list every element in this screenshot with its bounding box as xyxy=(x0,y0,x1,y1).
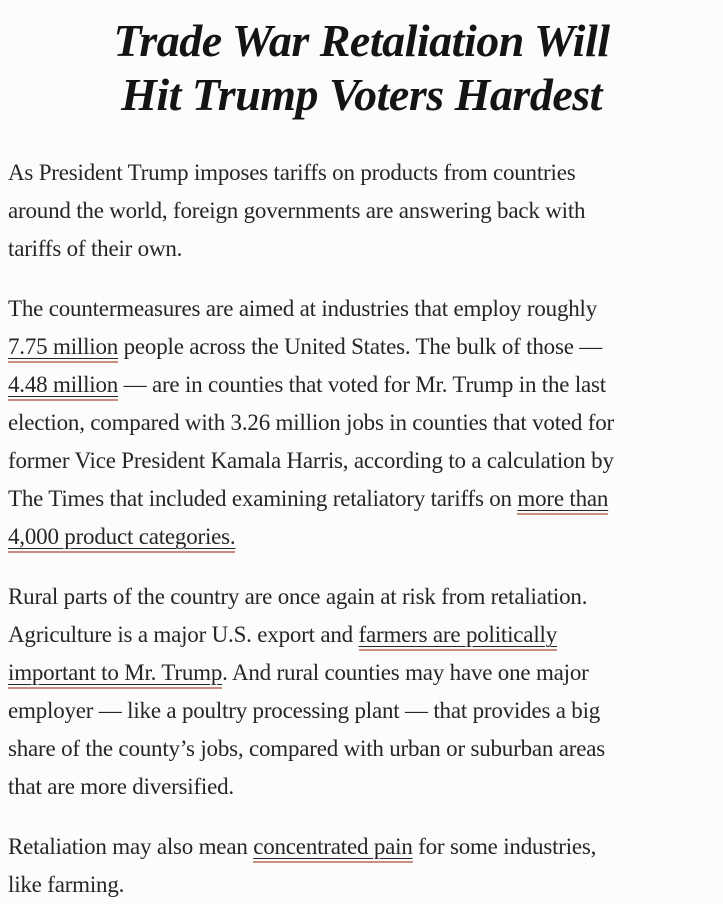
inline-link[interactable]: farmers are politically xyxy=(358,622,557,651)
text-line: that are more diversified. xyxy=(8,768,715,806)
article-paragraph: Rural parts of the country are once agai… xyxy=(8,578,715,806)
text-segment: employer — like a poultry processing pla… xyxy=(8,698,601,723)
text-line: employer — like a poultry processing pla… xyxy=(8,692,715,730)
text-segment: like farming. xyxy=(8,872,125,897)
text-line: As President Trump imposes tariffs on pr… xyxy=(8,154,715,192)
text-segment: people across the United States. The bul… xyxy=(118,334,603,359)
text-line: election, compared with 3.26 million job… xyxy=(8,404,715,442)
inline-link[interactable]: 4,000 product categories. xyxy=(8,524,236,553)
text-segment: Rural parts of the country are once agai… xyxy=(8,584,588,609)
text-line: Rural parts of the country are once agai… xyxy=(8,578,715,616)
inline-link[interactable]: important to Mr. Trump xyxy=(8,660,222,689)
text-segment: around the world, foreign governments ar… xyxy=(8,198,586,223)
text-line: Retaliation may also mean concentrated p… xyxy=(8,828,715,866)
text-line: important to Mr. Trump. And rural counti… xyxy=(8,654,715,692)
text-line: 4,000 product categories. xyxy=(8,518,715,556)
text-line: former Vice President Kamala Harris, acc… xyxy=(8,442,715,480)
text-segment: share of the county’s jobs, compared wit… xyxy=(8,736,605,761)
article-body: As President Trump imposes tariffs on pr… xyxy=(8,154,715,904)
inline-link[interactable]: 4.48 million xyxy=(8,372,118,401)
text-segment: Agriculture is a major U.S. export and xyxy=(8,622,359,647)
headline-line-1: Trade War Retaliation Will xyxy=(113,15,610,66)
headline-line-2: Hit Trump Voters Hardest xyxy=(121,69,602,120)
inline-link[interactable]: more than xyxy=(517,486,608,515)
text-line: like farming. xyxy=(8,866,715,904)
article-paragraph: Retaliation may also mean concentrated p… xyxy=(8,828,715,904)
text-line: share of the county’s jobs, compared wit… xyxy=(8,730,715,768)
inline-link[interactable]: concentrated pain xyxy=(253,834,413,863)
text-segment: — are in counties that voted for Mr. Tru… xyxy=(118,372,607,397)
text-line: The Times that included examining retali… xyxy=(8,480,715,518)
text-line: tariffs of their own. xyxy=(8,230,715,268)
text-segment: election, compared with 3.26 million job… xyxy=(8,410,614,435)
inline-link[interactable]: 7.75 million xyxy=(8,334,118,363)
article-paragraph: The countermeasures are aimed at industr… xyxy=(8,290,715,556)
text-segment: . And rural counties may have one major xyxy=(222,660,589,685)
text-line: 4.48 million — are in counties that vote… xyxy=(8,366,715,404)
text-segment: Retaliation may also mean xyxy=(8,834,254,859)
text-segment: that are more diversified. xyxy=(8,774,234,799)
text-line: Agriculture is a major U.S. export and f… xyxy=(8,616,715,654)
text-segment: The countermeasures are aimed at industr… xyxy=(8,296,598,321)
text-line: The countermeasures are aimed at industr… xyxy=(8,290,715,328)
text-segment: The Times that included examining retali… xyxy=(8,486,518,511)
text-line: around the world, foreign governments ar… xyxy=(8,192,715,230)
text-segment: tariffs of their own. xyxy=(8,236,183,261)
text-segment: As President Trump imposes tariffs on pr… xyxy=(8,160,576,185)
text-segment: for some industries, xyxy=(412,834,597,859)
article-headline: Trade War Retaliation Will Hit Trump Vot… xyxy=(8,14,715,122)
text-segment: former Vice President Kamala Harris, acc… xyxy=(8,448,614,473)
text-line: 7.75 million people across the United St… xyxy=(8,328,715,366)
article-paragraph: As President Trump imposes tariffs on pr… xyxy=(8,154,715,268)
